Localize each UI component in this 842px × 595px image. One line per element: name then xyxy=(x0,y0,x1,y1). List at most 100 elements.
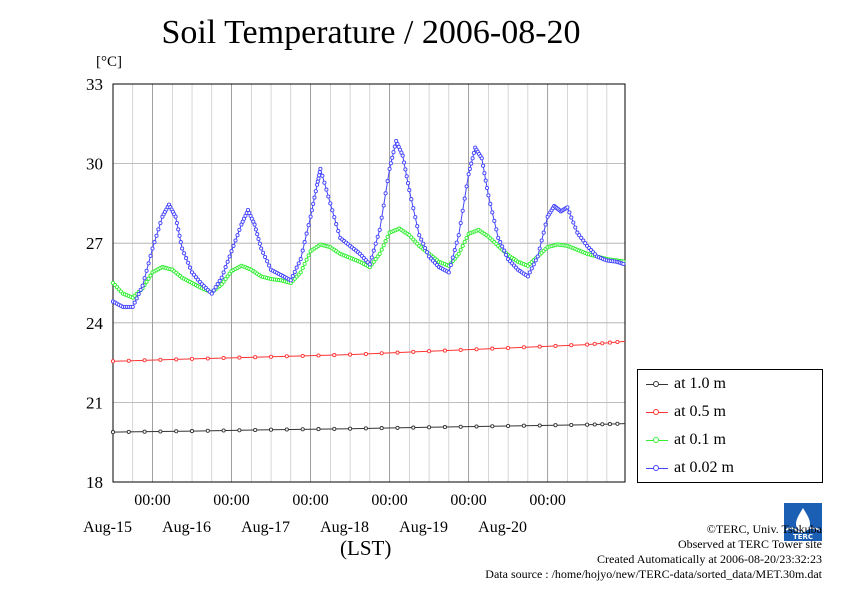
x-tick-date-label: Aug-17 xyxy=(241,519,290,536)
data-point xyxy=(454,240,459,245)
data-point xyxy=(446,270,451,275)
data-point xyxy=(467,166,472,171)
data-point xyxy=(553,343,558,348)
data-point xyxy=(504,252,509,257)
data-point xyxy=(221,270,226,275)
data-point xyxy=(565,205,570,210)
data-point xyxy=(311,201,316,206)
data-point xyxy=(577,233,582,238)
data-point xyxy=(253,427,258,433)
data-point xyxy=(221,355,226,361)
data-point xyxy=(375,234,380,239)
data-point xyxy=(383,191,388,196)
data-point xyxy=(205,428,210,433)
data-point xyxy=(156,227,161,232)
data-point xyxy=(592,341,597,346)
data-point xyxy=(309,208,314,213)
data-point xyxy=(535,254,540,259)
data-point xyxy=(288,278,293,283)
data-point xyxy=(385,234,390,239)
data-point xyxy=(521,345,526,350)
data-point xyxy=(146,276,151,281)
data-point xyxy=(371,259,376,264)
data-point xyxy=(233,238,238,243)
data-point xyxy=(569,343,574,348)
data-point xyxy=(312,195,317,200)
data-point xyxy=(267,263,272,268)
copyright-text: ©TERC, Univ. Tsukuba xyxy=(706,522,822,536)
data-source-text: Data source : /home/hojyo/new/TERC-data/… xyxy=(485,567,822,581)
data-point xyxy=(427,425,432,430)
data-point xyxy=(268,427,274,432)
data-point xyxy=(306,223,311,228)
data-point xyxy=(304,231,309,236)
data-point xyxy=(456,251,461,256)
data-point xyxy=(377,227,382,232)
data-point xyxy=(298,257,303,262)
data-point xyxy=(223,265,228,270)
data-point xyxy=(318,166,323,171)
data-point xyxy=(381,243,386,248)
legend-swatch-marker xyxy=(653,381,659,387)
data-point xyxy=(615,421,620,426)
data-point xyxy=(458,247,463,252)
data-point xyxy=(567,210,572,215)
data-point xyxy=(126,429,131,434)
data-point xyxy=(132,300,137,305)
data-point xyxy=(409,197,414,202)
y-tick-label: 18 xyxy=(86,473,103,492)
data-point xyxy=(367,262,372,267)
data-point xyxy=(336,228,341,234)
legend-label: at 0.1 m xyxy=(674,431,726,448)
series-line xyxy=(112,340,626,362)
data-point xyxy=(506,423,511,429)
data-point xyxy=(186,260,191,265)
data-point xyxy=(332,426,337,431)
data-point xyxy=(569,215,574,220)
data-point xyxy=(253,355,258,360)
data-point xyxy=(134,296,139,301)
data-point xyxy=(541,230,546,235)
data-point xyxy=(148,273,153,278)
credits-block: ©TERC, Univ. Tsukuba Observed at TERC To… xyxy=(485,522,822,582)
data-point xyxy=(237,355,242,360)
data-point xyxy=(474,347,479,352)
data-point xyxy=(490,424,495,429)
data-point xyxy=(483,178,488,183)
data-point xyxy=(302,261,307,266)
data-point xyxy=(205,356,210,361)
data-point xyxy=(395,350,400,355)
data-point xyxy=(390,155,395,160)
data-point xyxy=(379,247,384,252)
data-point xyxy=(300,427,305,432)
data-point xyxy=(392,144,397,149)
data-point xyxy=(543,222,548,227)
data-point xyxy=(138,287,143,292)
data-point xyxy=(464,184,469,189)
data-point xyxy=(110,359,116,364)
data-point xyxy=(521,423,526,428)
data-point xyxy=(174,429,179,434)
data-point xyxy=(306,253,311,258)
data-point xyxy=(395,425,400,430)
data-point xyxy=(405,181,411,186)
x-tick-time-label: 00:00 xyxy=(292,492,328,509)
data-point xyxy=(177,233,182,238)
data-point xyxy=(158,357,163,362)
data-point xyxy=(304,257,309,262)
data-point xyxy=(126,358,131,363)
data-point xyxy=(187,265,193,270)
data-point xyxy=(553,423,558,428)
chart-title: Soil Temperature / 2006-08-20 xyxy=(161,14,581,51)
legend-item-0-5m: at 0.5 m xyxy=(638,402,822,422)
data-point xyxy=(211,288,216,293)
data-point xyxy=(300,266,305,271)
data-point xyxy=(298,270,303,275)
data-point xyxy=(442,348,447,353)
data-point xyxy=(456,233,461,238)
data-point xyxy=(496,235,501,240)
y-tick-label: 21 xyxy=(86,393,103,412)
data-point xyxy=(592,422,597,427)
data-point xyxy=(284,427,289,432)
x-tick-date-label: Aug-20 xyxy=(478,519,527,536)
